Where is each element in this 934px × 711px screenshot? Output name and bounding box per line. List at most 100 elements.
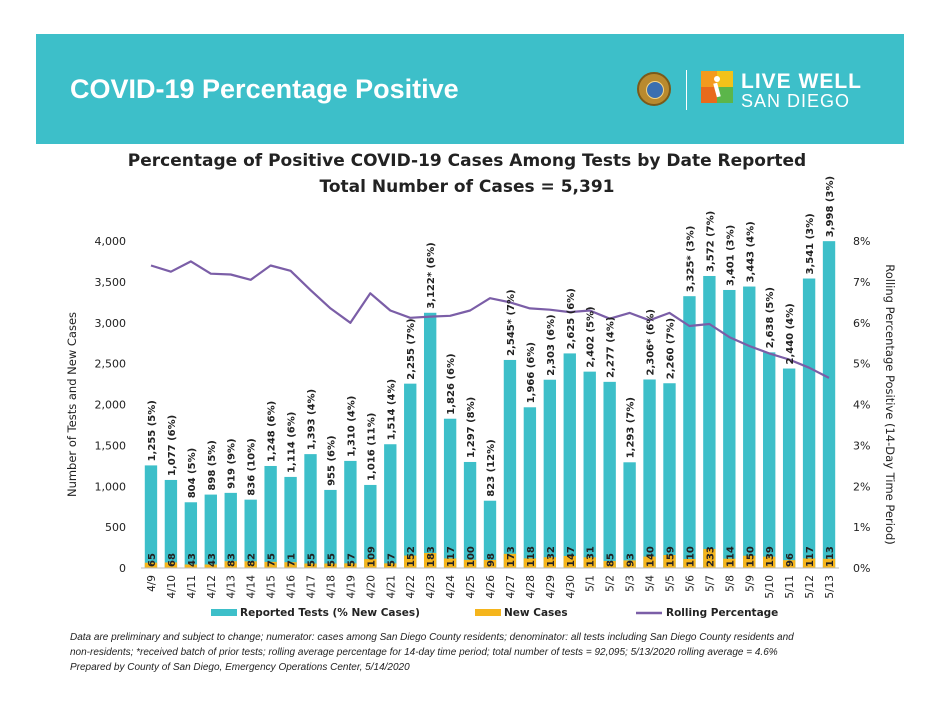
new-cases-data-label: 109 [366,546,377,567]
tests-bar [763,352,776,568]
new-cases-data-label: 183 [426,546,437,567]
x-axis-tick-label: 4/16 [286,575,298,599]
y2-axis-tick-label: 2% [853,480,870,493]
x-axis-tick-label: 4/14 [246,575,258,599]
y-axis-tick-label: 2,500 [95,358,127,371]
tests-bar [443,418,457,568]
tests-bar [404,383,417,568]
x-axis-tick-label: 5/10 [764,575,776,599]
new-cases-bar [723,558,736,568]
new-cases-bar [384,563,397,568]
tests-data-label: 2,277 (4%) [606,317,617,378]
x-axis-tick-label: 4/13 [226,575,238,599]
new-cases-bar [364,559,377,568]
new-cases-data-label: 117 [446,546,457,567]
new-cases-bar [144,562,158,568]
new-cases-bar [603,561,616,568]
tests-data-label: 2,303 (6%) [546,314,557,375]
tests-bar [782,368,796,568]
tests-data-label: 1,114 (6%) [287,412,298,473]
x-axis-tick-label: 5/9 [744,575,756,592]
tests-bar [743,286,756,568]
tests-data-label: 836 (10%) [247,438,258,495]
logo-text-san-diego: SAN DIEGO [741,91,851,111]
tests-bar [423,312,437,568]
new-cases-data-label: 152 [406,546,417,567]
new-cases-bar [244,561,257,568]
tests-bar [324,489,337,568]
tests-data-label: 1,310 (4%) [346,396,357,457]
x-axis-tick-label: 4/21 [385,575,397,599]
tests-bar [184,502,198,568]
tests-bar [284,476,297,568]
tests-bar [264,465,277,568]
tests-data-label: 2,306* (6%) [646,309,657,375]
new-cases-data-label: 65 [147,553,158,567]
tests-bar [483,500,497,568]
x-axis-tick-label: 4/25 [465,575,477,599]
new-cases-data-label: 82 [247,553,258,567]
live-well-figure-icon [701,71,733,103]
tests-data-label: 955 (6%) [327,435,338,485]
tests-data-label: 1,966 (6%) [526,342,537,403]
x-axis-tick-label: 4/26 [485,575,497,599]
tests-bar [703,275,716,568]
new-cases-data-label: 55 [307,553,318,567]
tests-data-label: 3,325* (3%) [685,226,696,292]
new-cases-bar [543,557,557,568]
tests-data-label: 3,572 (7%) [705,211,716,272]
new-cases-data-label: 57 [346,553,357,567]
tests-bar [164,479,178,568]
x-axis-tick-label: 5/11 [784,575,796,599]
new-cases-bar [503,553,517,568]
new-cases-bar [224,561,237,568]
new-cases-data-label: 113 [825,546,836,567]
new-cases-data-label: 93 [626,553,637,567]
new-cases-data-label: 75 [267,553,278,567]
new-cases-data-label: 132 [546,546,557,567]
new-cases-bar [204,564,217,568]
new-cases-data-label: 68 [167,553,178,567]
tests-bar [663,383,676,568]
legend-label-new-cases: New Cases [504,607,568,619]
new-cases-bar [483,559,497,568]
new-cases-bar [184,564,198,568]
new-cases-data-label: 140 [646,546,657,567]
tests-bar [822,241,836,568]
new-cases-data-label: 110 [685,546,696,567]
logo-text-live-well: LIVE WELL [741,70,862,93]
tests-bar [304,454,317,568]
new-cases-data-label: 83 [227,553,238,567]
new-cases-data-label: 85 [606,553,617,567]
tests-bar [523,407,537,568]
y2-axis-label: Rolling Percentage Positive (14-Day Time… [883,264,897,544]
x-axis-tick-label: 4/18 [326,575,338,599]
new-cases-data-label: 43 [207,553,218,567]
new-cases-bar [523,558,537,568]
new-cases-data-label: 139 [765,546,776,567]
tests-data-label: 919 (9%) [227,438,238,488]
new-cases-data-label: 114 [725,546,736,567]
new-cases-bar [404,555,417,568]
tests-bar [543,379,557,568]
tests-bar [683,296,696,568]
y-axis-tick-label: 3,000 [95,317,127,330]
y2-axis-tick-label: 1% [853,521,870,534]
new-cases-data-label: 98 [486,553,497,567]
new-cases-bar [164,562,178,568]
y-axis-tick-label: 2,000 [95,399,127,412]
tests-data-label: 1,248 (6%) [267,401,278,462]
x-axis-tick-label: 4/12 [206,575,218,599]
tests-data-label: 1,393 (4%) [307,389,318,450]
y2-axis-tick-label: 6% [853,317,870,330]
new-cases-data-label: 233 [705,546,716,567]
tests-bar [204,494,217,568]
legend-label-rolling: Rolling Percentage [666,607,778,619]
y2-axis-tick-label: 4% [853,399,870,412]
x-axis-tick-label: 5/2 [605,575,617,592]
x-axis-tick-label: 4/27 [505,575,517,599]
y-axis-tick-label: 1,000 [95,480,127,493]
tests-bar [802,278,816,568]
legend-swatch-tests [211,609,237,616]
